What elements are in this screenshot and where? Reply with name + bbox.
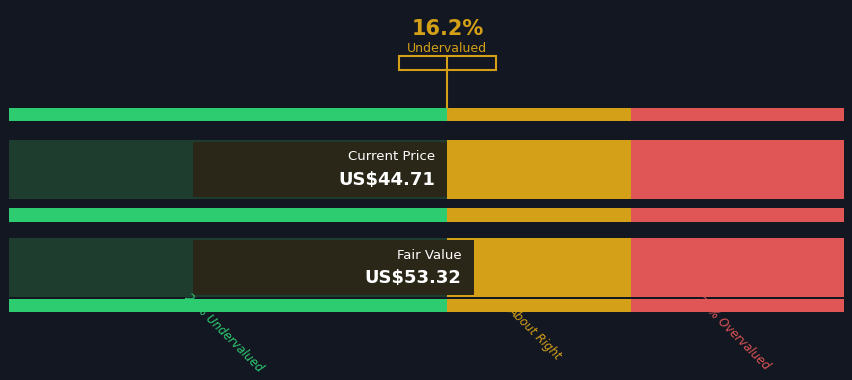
Bar — [630, 238, 843, 298]
Bar — [630, 108, 843, 122]
Bar — [446, 140, 630, 199]
Bar — [630, 140, 843, 199]
Text: 16.2%: 16.2% — [411, 19, 483, 39]
Text: Fair Value: Fair Value — [396, 249, 461, 261]
Text: 20% Undervalued: 20% Undervalued — [181, 291, 265, 375]
Text: 20% Overvalued: 20% Overvalued — [694, 294, 772, 372]
Text: Current Price: Current Price — [348, 150, 435, 163]
Bar — [9, 238, 446, 298]
Bar — [630, 299, 843, 312]
Bar — [399, 56, 495, 70]
Bar — [193, 241, 473, 295]
Bar — [630, 208, 843, 222]
Bar — [9, 108, 446, 122]
Bar — [9, 299, 446, 312]
Bar — [9, 208, 446, 222]
Bar — [193, 142, 446, 197]
Bar — [9, 140, 446, 199]
Bar — [446, 238, 630, 298]
Text: About Right: About Right — [505, 304, 563, 362]
Text: US$44.71: US$44.71 — [337, 171, 435, 189]
Bar — [446, 299, 630, 312]
Text: Undervalued: Undervalued — [407, 42, 486, 55]
Text: US$53.32: US$53.32 — [364, 269, 461, 287]
Bar — [446, 108, 630, 122]
Bar — [446, 208, 630, 222]
